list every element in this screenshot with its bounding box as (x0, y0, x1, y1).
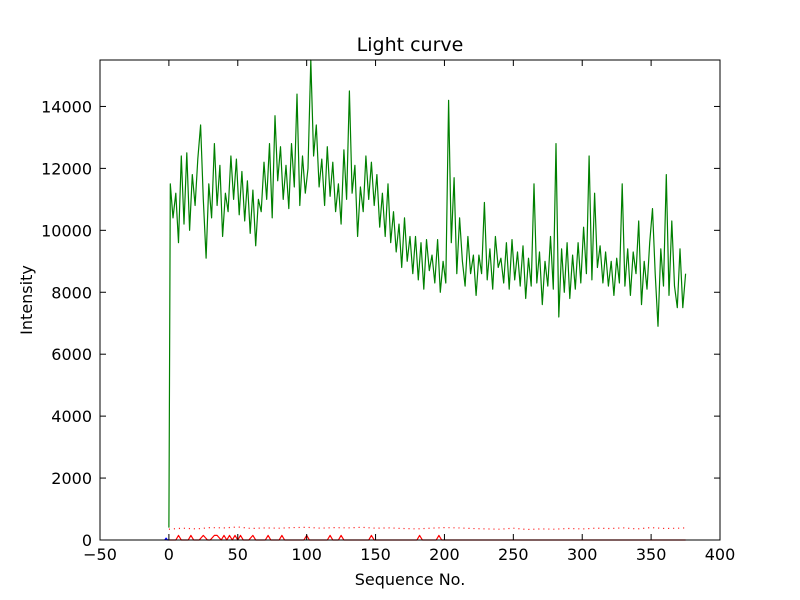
y-tick-label: 0 (82, 531, 92, 550)
plot-frame (99, 59, 721, 541)
x-tick-label: −50 (83, 545, 117, 564)
y-tick-label: 8000 (51, 283, 92, 302)
x-axis-label: Sequence No. (355, 570, 466, 589)
series-line-1 (168, 59, 687, 528)
x-tick-label: 350 (636, 545, 667, 564)
tick-layer: −50 0 50 100 150 200 250 300 350 4000200040006000… (41, 60, 735, 564)
y-tick-label: 10000 (41, 221, 92, 240)
x-tick-label: 200 (429, 545, 460, 564)
y-tick-label: 12000 (41, 159, 92, 178)
y-axis-label: Intensity (17, 265, 36, 335)
chart-title: Light curve (357, 34, 464, 56)
x-tick-label: 150 (360, 545, 391, 564)
y-tick-label: 4000 (51, 407, 92, 426)
x-tick-label: 400 (705, 545, 736, 564)
y-tick-label: 14000 (41, 97, 92, 116)
y-tick-label: 6000 (51, 345, 92, 364)
y-tick-label: 2000 (51, 469, 92, 488)
x-tick-label: 50 (228, 545, 248, 564)
x-tick-label: 300 (567, 545, 598, 564)
x-tick-label: 0 (164, 545, 174, 564)
x-tick-label: 100 (291, 545, 322, 564)
x-tick-label: 250 (498, 545, 529, 564)
